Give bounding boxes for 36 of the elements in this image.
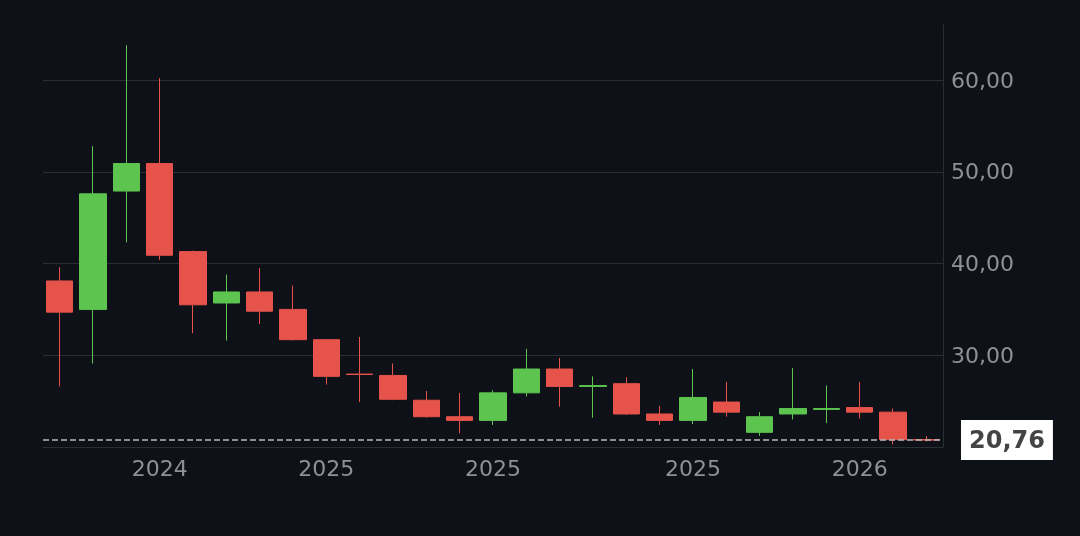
- candlestick: [746, 411, 773, 437]
- y-tick-label: 60,00: [951, 67, 1014, 93]
- candlestick: [146, 77, 173, 261]
- candlestick: [579, 375, 607, 419]
- candlestick: [379, 363, 407, 401]
- candlestick: [779, 367, 807, 420]
- y-tick-label: 30,00: [951, 342, 1014, 368]
- candlestick: [479, 389, 507, 426]
- candlestick: [179, 250, 207, 334]
- candlestick: [813, 385, 840, 424]
- y-tick-label: 40,00: [951, 251, 1014, 277]
- candlestick: [413, 390, 440, 419]
- candlestick: [613, 376, 640, 416]
- x-tick-label: 2025: [665, 455, 721, 481]
- candlestick: [279, 285, 307, 342]
- candlestick: [446, 392, 473, 434]
- candlestick: [346, 336, 373, 403]
- candlestick: [846, 381, 873, 420]
- candlestick: [713, 381, 740, 418]
- x-tick-label: 2025: [465, 455, 521, 481]
- x-tick-label: 2024: [131, 455, 188, 481]
- candlestick: [313, 339, 340, 386]
- candlestick: [879, 407, 907, 445]
- candlestick: [79, 145, 107, 365]
- candlestick: [646, 405, 673, 426]
- x-tick-label: 2026: [831, 455, 888, 481]
- candlestick: [513, 348, 540, 398]
- candlestick: [546, 357, 573, 408]
- candlestick: [213, 274, 240, 342]
- candlestick: [113, 44, 140, 243]
- x-tick-label: 2025: [298, 455, 355, 481]
- y-tick-label: 50,00: [951, 159, 1014, 185]
- candlestick: [46, 266, 73, 387]
- ref-line-label: 20,76: [969, 426, 1045, 455]
- candlestick: [246, 267, 273, 325]
- candlestick: [679, 368, 707, 425]
